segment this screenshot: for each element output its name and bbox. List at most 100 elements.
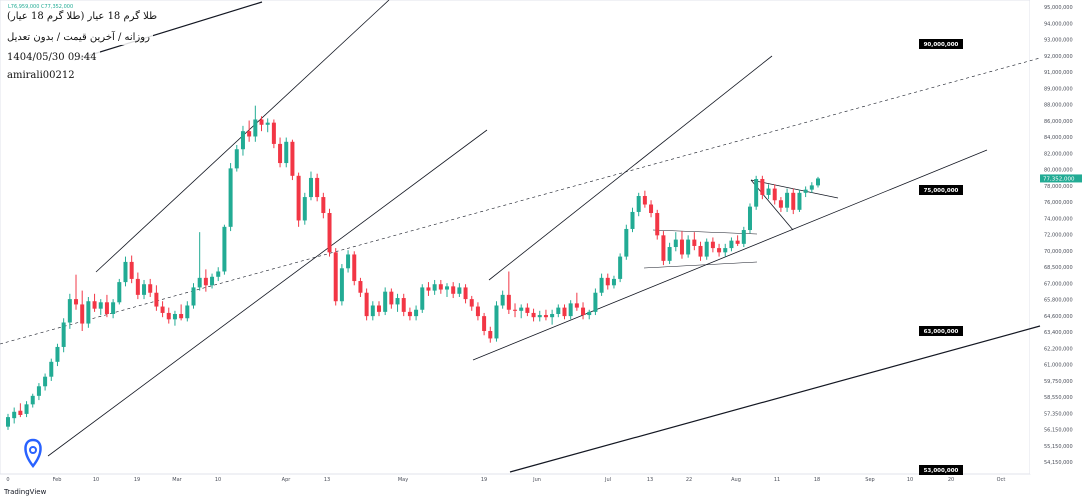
candle-body <box>679 239 684 255</box>
candle-body <box>43 376 48 387</box>
candle-body <box>30 395 35 405</box>
candle-body <box>704 241 709 257</box>
x-tick-label: Mar <box>172 477 182 483</box>
candle-body <box>104 302 109 314</box>
candle-body <box>649 204 654 214</box>
x-tick-label: 11 <box>774 477 780 483</box>
candle-body <box>543 315 548 318</box>
candle-body <box>556 307 561 314</box>
trend-line <box>643 261 758 269</box>
y-tick-label: 64,600,000 <box>1044 314 1073 320</box>
x-tick-label: Apr <box>282 477 292 483</box>
candle-body <box>86 301 91 324</box>
x-tick-label: 10 <box>93 477 99 483</box>
candle-body <box>154 292 159 307</box>
candle-body <box>642 196 647 205</box>
candle-body <box>482 316 487 331</box>
trend-line <box>488 55 773 281</box>
candle-body <box>581 307 586 316</box>
zone-price-label: 90,000,000 <box>924 42 959 48</box>
x-tick-label: Jul <box>604 477 611 483</box>
y-tick-label: 68,500,000 <box>1044 265 1073 271</box>
price-axis-bg <box>1030 0 1082 474</box>
x-tick-label: Feb <box>53 477 62 483</box>
candle-body <box>624 228 629 257</box>
zone-price-tag <box>919 185 963 195</box>
y-tick-label: 84,000,000 <box>1044 135 1073 141</box>
candle-body <box>655 213 660 236</box>
candle-body <box>803 189 808 193</box>
x-tick-label: Jun <box>532 477 541 483</box>
candle-body <box>259 119 264 125</box>
tradingview-logo: TradingView <box>4 488 47 496</box>
candle-body <box>519 307 524 311</box>
chart-user: amirali00212 <box>4 69 78 83</box>
candle-body <box>166 312 171 320</box>
candle-body <box>630 211 635 229</box>
trend-line <box>509 325 1041 473</box>
y-tick-label: 74,000,000 <box>1044 216 1073 222</box>
candle-body <box>222 226 227 272</box>
candle-body <box>290 141 295 176</box>
candle-body <box>574 303 579 308</box>
candle-body <box>142 284 147 295</box>
current-price-tag <box>1040 174 1082 183</box>
candle-body <box>735 240 740 244</box>
candle-body <box>395 298 400 305</box>
candle-body <box>210 276 215 286</box>
location-pin-dot-icon <box>29 446 37 454</box>
y-tick-label: 86,000,000 <box>1044 119 1073 125</box>
candle-body <box>457 287 462 294</box>
candle-body <box>469 299 474 307</box>
candle-body <box>407 311 412 317</box>
candle-body <box>216 271 221 277</box>
candle-body <box>667 247 672 261</box>
candle-body <box>253 119 258 137</box>
candle-body <box>816 178 820 186</box>
y-tick-label: 67,000,000 <box>1044 281 1073 287</box>
candle-body <box>729 240 734 249</box>
candle-body <box>12 411 17 419</box>
candle-body <box>599 277 604 293</box>
candle-body <box>531 312 536 318</box>
x-tick-label: Oct <box>997 477 1006 483</box>
candle-body <box>240 131 245 150</box>
y-tick-label: 63,400,000 <box>1044 330 1073 336</box>
candle-body <box>383 291 388 312</box>
candle-body <box>692 239 697 246</box>
candle-body <box>432 284 437 291</box>
candle-body <box>203 277 208 286</box>
candle-body <box>754 178 759 207</box>
candle-body <box>389 291 394 305</box>
x-tick-label: 10 <box>215 477 221 483</box>
plot-frame <box>0 0 1031 475</box>
candle-body <box>364 292 369 317</box>
candle-body <box>618 256 623 279</box>
candle-body <box>376 305 381 312</box>
candle-body <box>197 277 202 288</box>
candle-body <box>92 301 97 309</box>
location-pin-icon <box>24 438 42 469</box>
candle-body <box>55 346 60 362</box>
y-tick-label: 80,000,000 <box>1044 168 1073 174</box>
y-tick-label: 76,000,000 <box>1044 200 1073 206</box>
x-tick-label: 19 <box>134 477 140 483</box>
candle-body <box>36 386 41 396</box>
candle-body <box>661 235 666 261</box>
candle-body <box>587 311 592 316</box>
candle-body <box>315 177 320 198</box>
candle-body <box>74 299 79 305</box>
candle-body <box>346 254 351 269</box>
candle-body <box>6 417 10 427</box>
candle-body <box>809 185 814 190</box>
candle-body <box>358 281 363 293</box>
y-tick-label: 78,000,000 <box>1044 184 1073 190</box>
candle-body <box>723 248 728 253</box>
candle-body <box>80 304 85 324</box>
candle-body <box>797 192 802 210</box>
x-tick-label: Aug <box>731 477 741 483</box>
candle-body <box>333 252 338 302</box>
candle-body <box>463 287 468 300</box>
candle-body <box>401 298 406 312</box>
